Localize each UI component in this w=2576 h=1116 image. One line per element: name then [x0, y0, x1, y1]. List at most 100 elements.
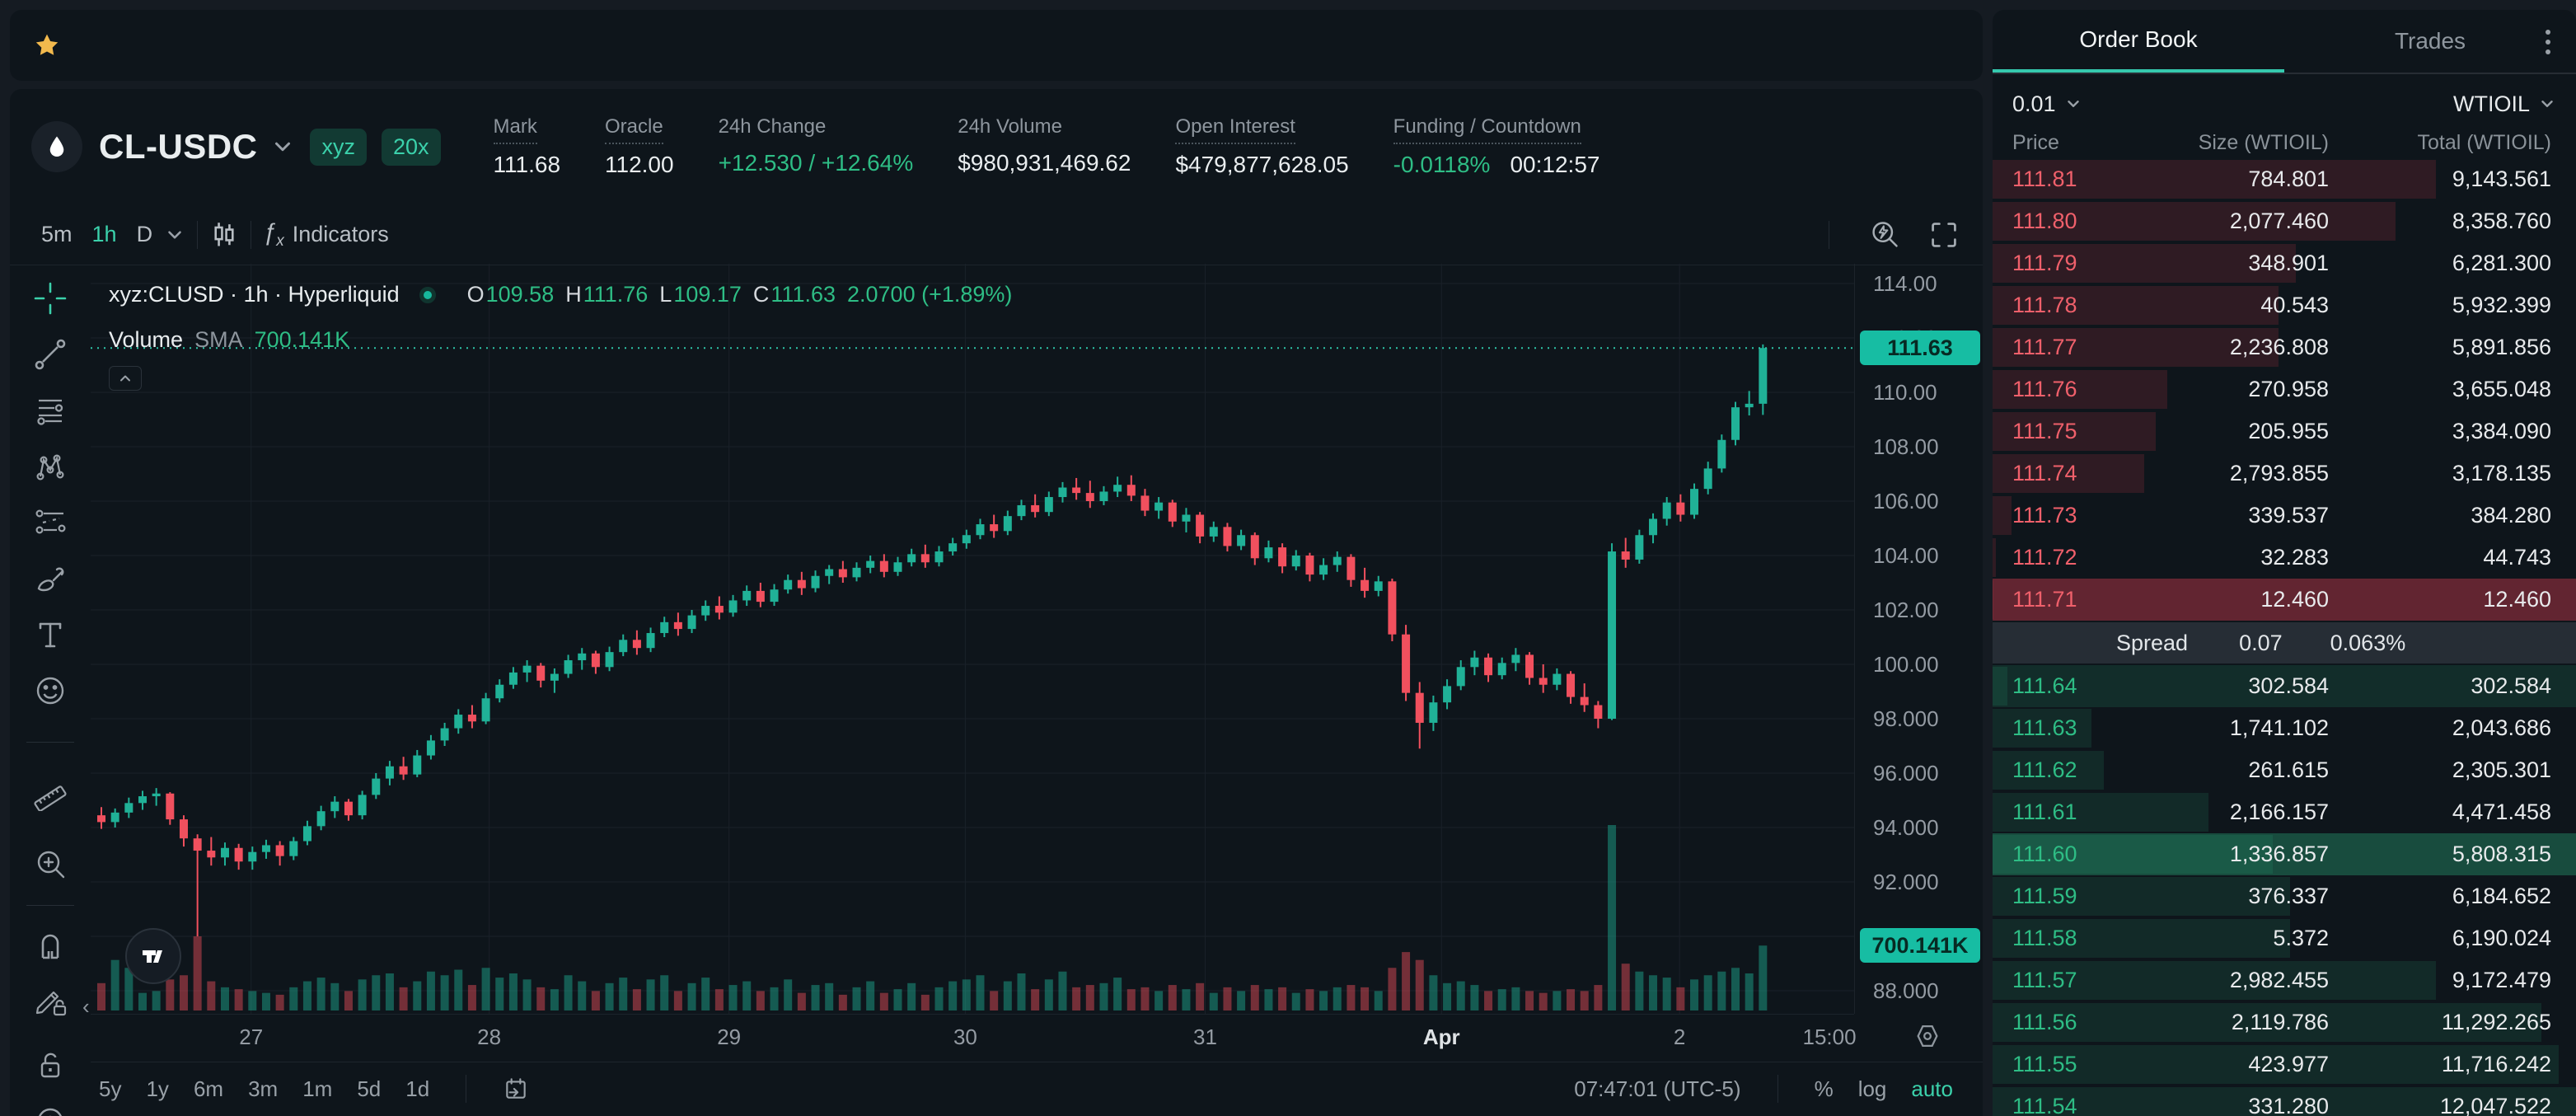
auto-scale-button[interactable]: auto — [1911, 1076, 1953, 1101]
tab-order-book[interactable]: Order Book — [1993, 10, 2284, 73]
emoji-icon[interactable] — [32, 673, 68, 709]
chart-legend: xyz:CLUSD · 1h · Hyperliquid O109.58 H111… — [109, 282, 1012, 391]
range-5d[interactable]: 5d — [357, 1076, 382, 1101]
legend-title[interactable]: xyz:CLUSD · 1h · Hyperliquid — [109, 282, 400, 307]
stat-mark: Mark 111.68 — [493, 115, 560, 178]
order-book-row-ask[interactable]: 111.78 40.543 5,932.399 — [1993, 284, 2576, 326]
kebab-menu-icon[interactable] — [2533, 26, 2563, 58]
range-1d[interactable]: 1d — [405, 1076, 430, 1101]
long-position-icon[interactable] — [32, 504, 68, 541]
log-scale-button[interactable]: log — [1857, 1076, 1887, 1101]
interval-5m[interactable]: 5m — [41, 222, 73, 246]
magnet-icon[interactable] — [32, 928, 68, 964]
order-book-row-bid[interactable]: 111.57 2,982.455 9,172.479 — [1993, 959, 2576, 1001]
ohlc-high-letter: H — [565, 282, 582, 307]
text-icon[interactable] — [32, 617, 68, 653]
stat-label: 24h Change — [718, 115, 827, 138]
order-book-row-ask[interactable]: 111.75 205.955 3,384.090 — [1993, 410, 2576, 452]
time-tick: 28 — [477, 1025, 502, 1049]
range-6m[interactable]: 6m — [193, 1076, 224, 1101]
symbol-header: CL-USDC xyz 20x Mark 111.68 Oracle 112.00 24… — [10, 89, 1983, 204]
lock-open-icon[interactable] — [32, 1047, 68, 1083]
trend-line-icon[interactable] — [32, 336, 68, 373]
total-cell: 5,891.856 — [2452, 335, 2551, 359]
chart-style-icon[interactable] — [209, 220, 239, 250]
legend-collapse-button[interactable] — [109, 366, 142, 391]
depth-bar — [1993, 835, 2273, 874]
order-book-row-ask[interactable]: 111.81 784.801 9,143.561 — [1993, 158, 2576, 200]
sma-label: SMA — [194, 327, 243, 352]
dex-badge[interactable]: xyz — [310, 128, 367, 166]
ohlc-close-letter: C — [752, 282, 770, 307]
order-book-row-ask[interactable]: 111.71 12.460 12.460 — [1993, 579, 2576, 621]
candlestick-chart[interactable] — [91, 264, 1854, 1014]
stat-label: 24h Volume — [958, 115, 1062, 138]
interval-1h[interactable]: 1h — [91, 222, 117, 246]
order-book-row-bid[interactable]: 111.58 5.372 6,190.024 — [1993, 917, 2576, 959]
xabcd-pattern-icon[interactable] — [32, 448, 68, 485]
order-book-row-ask[interactable]: 111.79 348.901 6,281.300 — [1993, 242, 2576, 284]
order-book-tabs: Order Book Trades — [1993, 10, 2576, 74]
axis-settings-icon[interactable] — [1913, 1022, 1941, 1050]
total-cell: 11,292.265 — [2441, 1010, 2551, 1034]
quick-search-icon[interactable] — [1869, 219, 1900, 251]
total-cell: 44.743 — [2483, 545, 2551, 570]
time-axis[interactable]: 27 28 29 30 31 Apr 2 15:00 — [10, 1014, 1983, 1062]
brush-icon[interactable] — [32, 560, 68, 597]
order-book-row-ask[interactable]: 111.76 270.958 3,655.048 — [1993, 368, 2576, 410]
range-5y[interactable]: 5y — [99, 1076, 122, 1101]
size-cell: 302.584 — [2248, 673, 2329, 698]
hide-eye-icon[interactable] — [32, 1103, 68, 1116]
order-book-row-bid[interactable]: 111.54 331.280 12,047.522 — [1993, 1086, 2576, 1116]
order-book-row-ask[interactable]: 111.80 2,077.460 8,358.760 — [1993, 200, 2576, 242]
symbol-name[interactable]: CL-USDC — [99, 127, 258, 166]
order-book-row-bid[interactable]: 111.64 302.584 302.584 — [1993, 665, 2576, 707]
price-cell: 111.71 — [2012, 587, 2077, 612]
interval-dropdown-icon[interactable] — [164, 224, 185, 246]
size-cell: 784.801 — [2248, 166, 2329, 191]
stat-value: 00:12:57 — [1510, 152, 1600, 177]
fullscreen-icon[interactable] — [1928, 219, 1960, 251]
toolbar-collapse-icon[interactable]: ‹ — [82, 994, 90, 1019]
price-axis[interactable]: 114.00112.00110.00108.00106.00104.00102.… — [1854, 264, 1983, 1014]
order-book-row-bid[interactable]: 111.62 261.615 2,305.301 — [1993, 749, 2576, 791]
depth-bar — [1993, 496, 2012, 535]
depth-bar — [1993, 412, 2157, 451]
zoom-in-icon[interactable] — [32, 846, 68, 882]
clock[interactable]: 07:47:01 (UTC-5) — [1574, 1076, 1741, 1101]
order-book-row-bid[interactable]: 111.60 1,336.857 5,808.315 — [1993, 833, 2576, 875]
order-book-row-ask[interactable]: 111.73 339.537 384.280 — [1993, 495, 2576, 537]
interval-1d[interactable]: D — [136, 222, 153, 246]
crosshair-icon[interactable] — [32, 280, 68, 317]
chart-toolbar: 5m 1h D ƒx Indicators — [10, 204, 1983, 265]
price-tick: 92.000 — [1873, 870, 1939, 894]
order-book-row-ask[interactable]: 111.77 2,236.808 5,891.856 — [1993, 326, 2576, 368]
order-book-row-bid[interactable]: 111.61 2,166.157 4,471.458 — [1993, 791, 2576, 833]
order-book-row-bid[interactable]: 111.55 423.977 11,716.242 — [1993, 1043, 2576, 1086]
range-3m[interactable]: 3m — [248, 1076, 279, 1101]
range-1m[interactable]: 1m — [302, 1076, 333, 1101]
drawing-lock-icon[interactable] — [32, 982, 68, 1019]
total-cell: 8,358.760 — [2452, 209, 2551, 233]
range-1y[interactable]: 1y — [146, 1076, 169, 1101]
leverage-badge[interactable]: 20x — [381, 128, 441, 166]
order-book-row-bid[interactable]: 111.63 1,741.102 2,043.686 — [1993, 707, 2576, 749]
star-icon[interactable] — [33, 31, 61, 59]
tradingview-logo[interactable] — [125, 928, 181, 984]
order-book-row-bid[interactable]: 111.56 2,119.786 11,292.265 — [1993, 1001, 2576, 1043]
tick-size-select[interactable]: 0.01 — [2012, 91, 2082, 117]
horizontal-lines-icon[interactable] — [32, 392, 68, 429]
ruler-icon[interactable] — [32, 775, 68, 811]
percent-scale-button[interactable]: % — [1814, 1076, 1834, 1101]
symbol-dropdown-icon[interactable] — [270, 134, 295, 159]
unit-select[interactable]: WTIOIL — [2453, 91, 2556, 117]
order-book-row-ask[interactable]: 111.72 32.283 44.743 — [1993, 537, 2576, 579]
volume-label[interactable]: Volume — [109, 327, 184, 352]
order-book-row-bid[interactable]: 111.59 376.337 6,184.652 — [1993, 875, 2576, 917]
spread-label: Spread — [2116, 630, 2189, 655]
order-book-row-ask[interactable]: 111.74 2,793.855 3,178.135 — [1993, 452, 2576, 495]
go-to-date-icon[interactable] — [503, 1076, 529, 1102]
indicators-button[interactable]: Indicators — [292, 222, 389, 246]
depth-bar — [1993, 919, 2291, 958]
tab-trades[interactable]: Trades — [2394, 28, 2466, 54]
